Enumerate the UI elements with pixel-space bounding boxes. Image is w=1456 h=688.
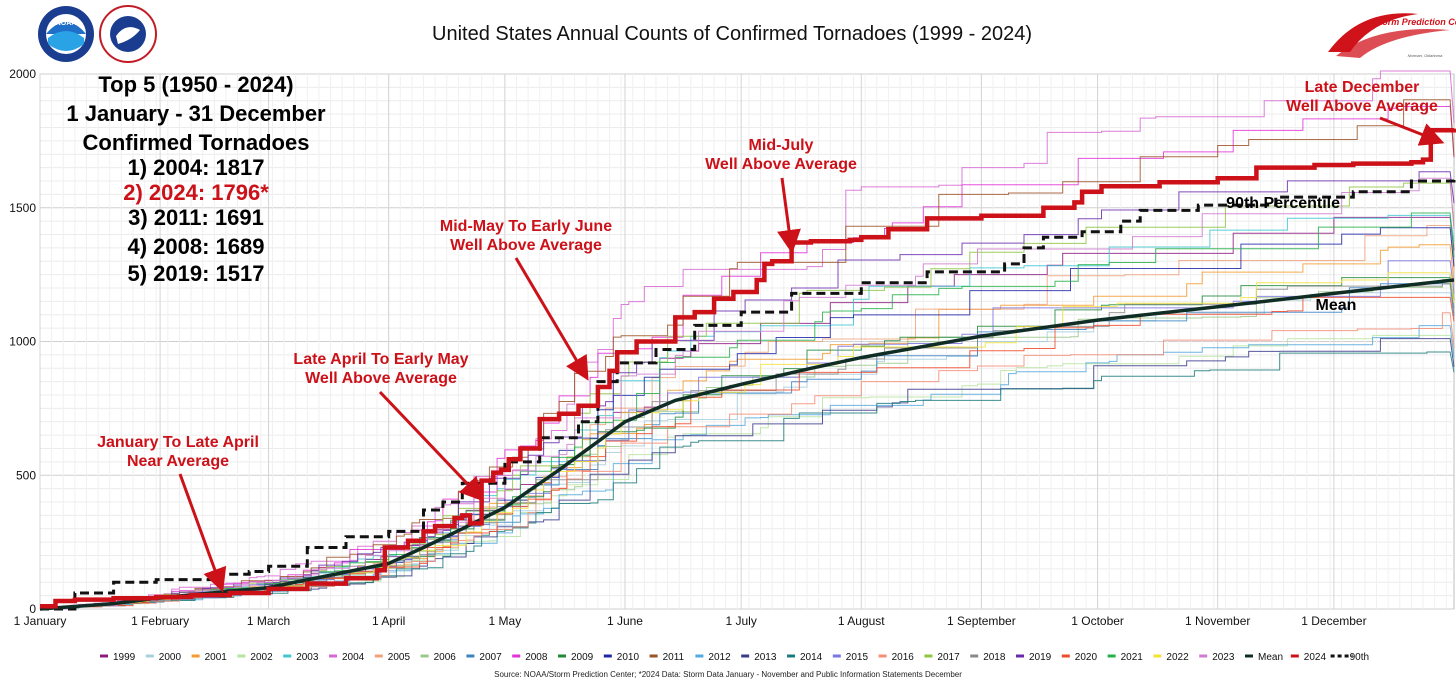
top5-box: Top 5 (1950 - 2024) 1 January - 31 Decemb…	[66, 72, 326, 286]
legend-label-1999: 1999	[113, 652, 136, 663]
chart-title: United States Annual Counts of Confirmed…	[432, 23, 1032, 45]
legend-label-2009: 2009	[571, 652, 594, 663]
y-tick-label: 2000	[9, 67, 36, 81]
x-tick-label: 1 July	[726, 614, 757, 628]
x-tick-label: 1 March	[247, 614, 290, 628]
legend-label-2018: 2018	[983, 652, 1006, 663]
x-tick-label: 1 October	[1071, 614, 1124, 628]
top5-line: 2) 2024: 1796*	[123, 180, 269, 205]
legend-label-2024: 2024	[1304, 652, 1327, 663]
spc-logo-sub: Norman, Oklahoma	[1408, 53, 1443, 58]
legend-label-Mean: Mean	[1258, 652, 1283, 663]
top5-line: 5) 2019: 1517	[128, 261, 265, 286]
top5-line: 3) 2011: 1691	[128, 205, 264, 230]
annotations: January To Late April Near Average Late Ap…	[97, 79, 1445, 593]
legend-label-2002: 2002	[250, 652, 273, 663]
y-tick-label: 1500	[9, 201, 36, 215]
annotation-may-jun-arrow	[514, 257, 589, 381]
x-tick-label: 1 February	[131, 614, 189, 628]
series-line-90th	[40, 175, 1456, 611]
legend-label-2007: 2007	[479, 652, 502, 663]
source-note: Source: NOAA/Storm Prediction Center; *2…	[494, 670, 962, 679]
chart-axes: 0 500 1000 1500 2000 1 January 1 February 1 Mar…	[9, 67, 1366, 628]
x-tick-label: 1 December	[1301, 614, 1366, 628]
annotation-mid-july-text: Mid-July	[749, 137, 814, 154]
top5-line: 1) 2004: 1817	[128, 155, 265, 180]
x-tick-label: 1 January	[14, 614, 67, 628]
x-tick-label: 1 November	[1185, 614, 1250, 628]
annotation-jan-apr-text: January To Late April	[97, 434, 259, 451]
annotation-late-dec-text: Well Above Average	[1286, 98, 1438, 115]
y-tick-label: 0	[29, 602, 36, 616]
annotation-mid-july-text: Well Above Average	[705, 156, 857, 173]
annotation-apr-may-text: Well Above Average	[305, 370, 457, 387]
chart-legend: 1999 2000 2001 2002 2003 2004 2005 2006 2007 2008…	[100, 652, 1369, 663]
series-line-2024	[40, 127, 1456, 609]
x-tick-label: 1 June	[607, 614, 643, 628]
legend-label-2014: 2014	[800, 652, 823, 663]
legend-label-2017: 2017	[937, 652, 960, 663]
y-tick-label: 1000	[9, 335, 36, 349]
annotation-may-jun-text: Mid-May To Early June	[440, 218, 612, 235]
legend-label-2011: 2011	[663, 652, 685, 663]
legend-label-2005: 2005	[388, 652, 411, 663]
annotation-late-dec-text: Late December	[1305, 79, 1420, 96]
x-tick-label: 1 April	[372, 614, 405, 628]
p90-line-label: 90th Percentile	[1226, 195, 1340, 212]
legend-label-2004: 2004	[342, 652, 365, 663]
x-tick-label: 1 August	[838, 614, 885, 628]
top5-line: Confirmed Tornadoes	[83, 130, 310, 155]
top5-line: 1 January - 31 December	[66, 101, 326, 126]
legend-label-2021: 2021	[1121, 652, 1144, 663]
x-tick-label: 1 September	[947, 614, 1016, 628]
top5-line: Top 5 (1950 - 2024)	[98, 72, 293, 97]
legend-label-2013: 2013	[754, 652, 777, 663]
top5-line: 4) 2008: 1689	[128, 234, 265, 259]
legend-label-2000: 2000	[159, 652, 182, 663]
annotation-apr-may-text: Late April To Early May	[293, 351, 468, 368]
spc-logo: Storm Prediction Center Norman, Oklahoma	[1328, 13, 1456, 58]
noaa-logo-text: NOAA	[56, 20, 77, 27]
legend-label-2023: 2023	[1212, 652, 1235, 663]
legend-label-2012: 2012	[708, 652, 731, 663]
annotation-apr-may-arrow	[378, 390, 485, 502]
legend-label-2015: 2015	[846, 652, 869, 663]
nws-logo	[99, 5, 157, 63]
legend-label-2016: 2016	[892, 652, 915, 663]
y-tick-label: 500	[16, 468, 36, 482]
legend-label-2020: 2020	[1075, 652, 1098, 663]
noaa-logo: NOAA	[38, 6, 94, 62]
series-line-2023	[40, 177, 1455, 610]
annotation-late-dec-arrow	[1379, 116, 1445, 146]
legend-label-2003: 2003	[296, 652, 319, 663]
mean-line-label: Mean	[1316, 297, 1357, 314]
legend-label-2022: 2022	[1166, 652, 1189, 663]
chart-grid	[39, 73, 1455, 610]
spc-logo-text: Storm Prediction Center	[1373, 17, 1456, 27]
legend-label-2010: 2010	[617, 652, 640, 663]
legend-label-2019: 2019	[1029, 652, 1052, 663]
legend-label-2001: 2001	[205, 652, 228, 663]
legend-label-2006: 2006	[434, 652, 457, 663]
annotation-may-jun-text: Well Above Average	[450, 237, 602, 254]
annotation-jan-apr-arrow	[178, 473, 227, 593]
x-tick-label: 1 May	[489, 614, 522, 628]
legend-label-2008: 2008	[525, 652, 548, 663]
annotation-jan-apr-text: Near Average	[127, 453, 229, 470]
legend-label-90th: 90th	[1350, 652, 1369, 663]
annotation-mid-july-arrow	[777, 177, 801, 254]
